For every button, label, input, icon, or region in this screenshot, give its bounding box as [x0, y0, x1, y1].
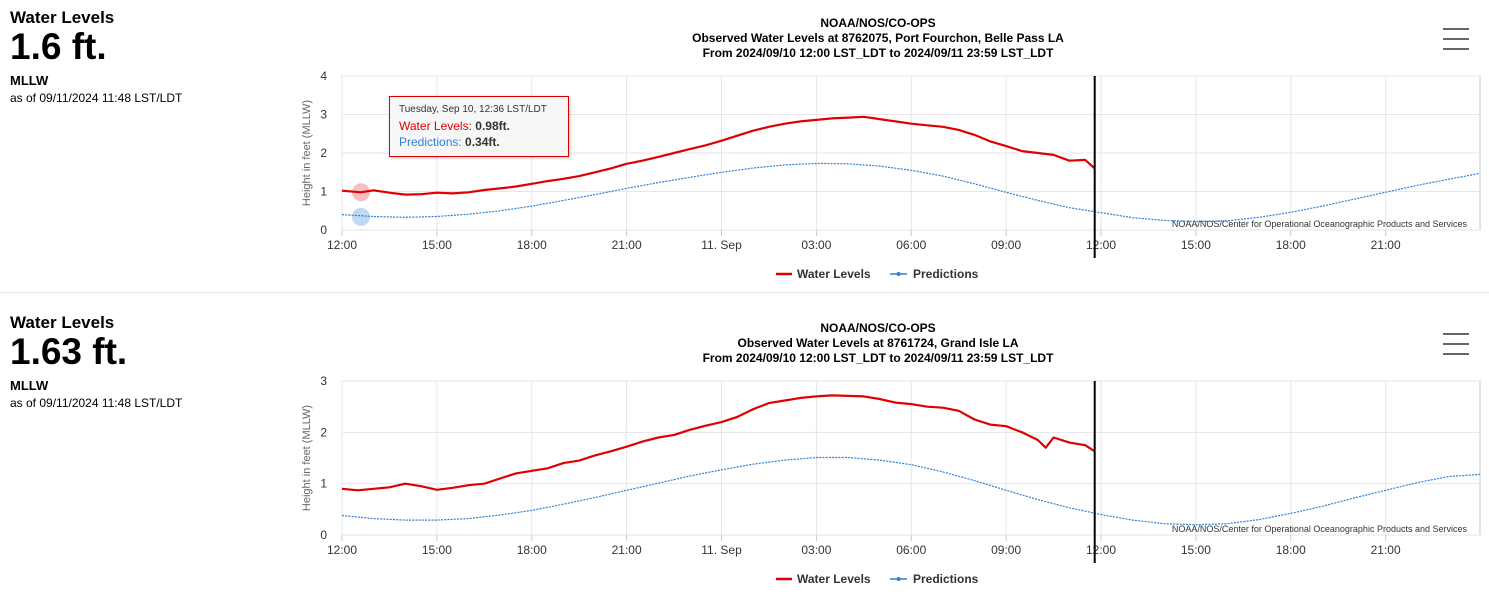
x-tick-label: 03:00: [801, 238, 831, 252]
current-reading: Water Levels 1.6 ft. MLLW as of 09/11/20…: [10, 8, 290, 105]
legend-label: Water Levels: [797, 572, 871, 586]
x-tick-label: 18:00: [1276, 238, 1306, 252]
reading-title: Water Levels: [10, 8, 115, 27]
reading-datum: MLLW: [10, 378, 49, 393]
reading-datum: MLLW: [10, 73, 49, 88]
x-tick-label: 06:00: [896, 543, 926, 557]
y-tick-label: 0: [320, 528, 327, 542]
current-reading: Water Levels 1.63 ft. MLLW as of 09/11/2…: [10, 313, 290, 410]
hamburger-icon: [1443, 38, 1469, 40]
chart-title: From 2024/09/10 12:00 LST_LDT to 2024/09…: [703, 351, 1055, 365]
tooltip-row-predictions: Predictions: 0.34ft.: [399, 135, 500, 149]
chart-title: Observed Water Levels at 8762075, Port F…: [692, 31, 1064, 45]
x-tick-label: 11. Sep: [701, 238, 742, 252]
y-tick-label: 2: [320, 425, 327, 439]
x-tick-label: 21:00: [612, 543, 642, 557]
x-tick-label: 15:00: [422, 543, 452, 557]
y-tick-label: 0: [320, 223, 327, 237]
legend-item-predictions[interactable]: Predictions: [890, 572, 979, 586]
y-tick-label: 3: [320, 108, 327, 122]
chart-tooltip: Tuesday, Sep 10, 12:36 LST/LDT Water Lev…: [389, 96, 569, 157]
station-panel: Water Levels 1.6 ft. MLLW as of 09/11/20…: [0, 0, 1489, 295]
hamburger-icon: [1443, 343, 1469, 345]
tooltip-value: 0.98ft.: [475, 119, 510, 133]
reading-title: Water Levels: [10, 313, 115, 332]
legend-item-water-levels[interactable]: Water Levels: [776, 572, 871, 586]
chart-credit: NOAA/NOS/Center for Operational Oceanogr…: [1172, 219, 1468, 229]
station-panel: Water Levels 1.63 ft. MLLW as of 09/11/2…: [0, 305, 1489, 600]
y-tick-label: 3: [320, 374, 327, 388]
hover-point-water: [351, 183, 370, 202]
tooltip-label: Predictions:: [399, 135, 462, 149]
legend-item-water-levels[interactable]: Water Levels: [776, 267, 871, 281]
chart-credit: NOAA/NOS/Center for Operational Oceanogr…: [1172, 524, 1468, 534]
tooltip-row-water: Water Levels: 0.98ft.: [399, 119, 510, 133]
hamburger-icon: [1443, 353, 1469, 355]
x-tick-label: 12:00: [1086, 543, 1116, 557]
legend-label: Predictions: [913, 267, 979, 281]
y-tick-label: 1: [320, 477, 327, 491]
x-tick-label: 15:00: [422, 238, 452, 252]
y-tick-label: 4: [320, 69, 327, 83]
x-tick-label: 18:00: [517, 238, 547, 252]
legend-marker: [896, 272, 901, 276]
chart-title: From 2024/09/10 12:00 LST_LDT to 2024/09…: [703, 46, 1055, 60]
x-tick-label: 11. Sep: [701, 543, 742, 557]
chart-title: NOAA/NOS/CO-OPS: [820, 321, 935, 335]
reading-timestamp: as of 09/11/2024 11:48 LST/LDT: [10, 396, 183, 410]
y-tick-label: 1: [320, 185, 327, 199]
hamburger-icon: [1443, 28, 1469, 30]
hover-point-predictions: [351, 207, 370, 226]
x-tick-label: 12:00: [327, 238, 357, 252]
hamburger-icon: [1443, 48, 1469, 50]
reading-value: 1.63 ft.: [10, 331, 128, 372]
x-tick-label: 21:00: [1371, 238, 1401, 252]
x-tick-label: 18:00: [1276, 543, 1306, 557]
x-tick-label: 15:00: [1181, 543, 1211, 557]
hamburger-icon: [1443, 333, 1469, 335]
x-tick-label: 15:00: [1181, 238, 1211, 252]
x-tick-label: 09:00: [991, 238, 1021, 252]
y-tick-label: 2: [320, 146, 327, 160]
x-tick-label: 09:00: [991, 543, 1021, 557]
chart-title: Observed Water Levels at 8761724, Grand …: [737, 336, 1018, 350]
legend-label: Water Levels: [797, 267, 871, 281]
x-tick-label: 12:00: [327, 543, 357, 557]
series-line-water-levels[interactable]: [341, 394, 1096, 492]
x-tick-label: 03:00: [801, 543, 831, 557]
legend-item-predictions[interactable]: Predictions: [890, 267, 979, 281]
x-tick-label: 18:00: [517, 543, 547, 557]
chart-title: NOAA/NOS/CO-OPS: [820, 16, 935, 30]
reading-value: 1.6 ft.: [10, 26, 107, 67]
series-line-predictions[interactable]: [341, 456, 1481, 526]
x-tick-label: 12:00: [1086, 238, 1116, 252]
legend-label: Predictions: [913, 572, 979, 586]
tooltip-header: Tuesday, Sep 10, 12:36 LST/LDT: [399, 104, 547, 115]
reading-timestamp: as of 09/11/2024 11:48 LST/LDT: [10, 91, 183, 105]
y-axis-label: Height in feet (MLLW): [301, 405, 313, 511]
x-tick-label: 06:00: [896, 238, 926, 252]
panel-divider: [0, 292, 1489, 293]
chart-menu-button[interactable]: [1440, 24, 1470, 54]
chart-menu-button[interactable]: [1440, 329, 1470, 359]
tooltip-label: Water Levels:: [399, 119, 472, 133]
x-tick-label: 21:00: [1371, 543, 1401, 557]
x-tick-label: 21:00: [612, 238, 642, 252]
tooltip-value: 0.34ft.: [465, 135, 500, 149]
y-axis-label: Height in feet (MLLW): [301, 100, 313, 206]
legend-marker: [896, 577, 901, 581]
series-line-predictions[interactable]: [341, 162, 1481, 223]
series-line-water-levels[interactable]: [341, 115, 1096, 196]
